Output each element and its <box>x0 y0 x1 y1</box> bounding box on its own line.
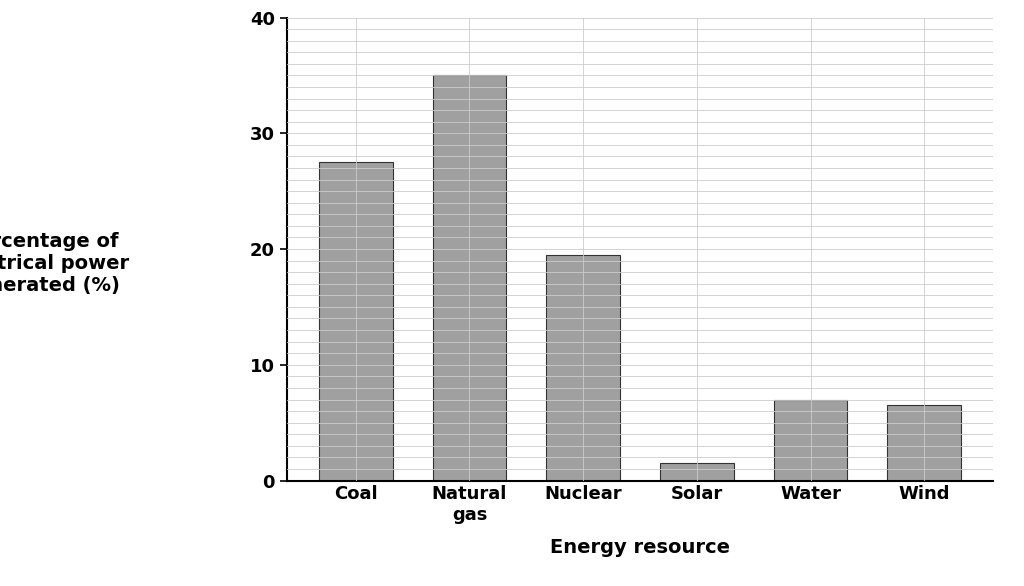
Bar <box>659 463 734 481</box>
Bar <box>432 76 507 481</box>
Bar <box>773 400 848 481</box>
Bar <box>318 162 393 481</box>
Bar <box>887 406 962 481</box>
Bar <box>546 255 621 481</box>
Text: Percentage of
electrical power
generated (%): Percentage of electrical power generated… <box>0 232 129 295</box>
X-axis label: Energy resource: Energy resource <box>550 538 730 557</box>
